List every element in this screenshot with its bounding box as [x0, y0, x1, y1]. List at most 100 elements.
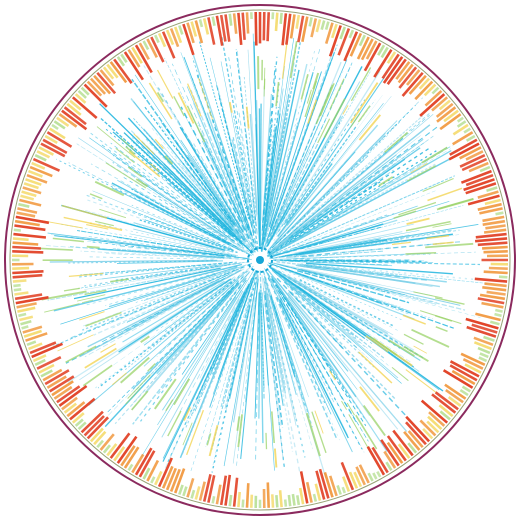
spoke-line [131, 188, 237, 248]
spoke-line [268, 289, 313, 449]
spoke-line [201, 140, 250, 238]
heat-bar [373, 49, 393, 78]
accent-line [307, 99, 318, 124]
heat-bar [479, 165, 491, 173]
heat-bar [324, 22, 334, 44]
heat-bar [467, 194, 500, 206]
spoke-line [67, 279, 230, 383]
heat-bar [120, 445, 136, 467]
heat-bar [435, 102, 454, 118]
heat-bar [485, 224, 506, 230]
heat-bar [463, 178, 495, 192]
heat-bar [367, 472, 374, 482]
accent-line [52, 237, 84, 243]
heat-bar [120, 53, 128, 64]
heat-bar [245, 483, 250, 508]
spoke-line [56, 158, 249, 255]
heat-bar [22, 186, 42, 195]
heat-bar [448, 142, 480, 161]
heat-bar [157, 32, 167, 48]
heat-bar [478, 356, 488, 363]
accent-line [398, 201, 437, 216]
accent-line [185, 409, 205, 456]
spoke-line [180, 106, 255, 248]
accent-line [84, 347, 117, 369]
heat-bar [495, 211, 504, 216]
spoke-line [123, 284, 230, 372]
heat-bar [459, 154, 486, 168]
accent-line [131, 390, 149, 411]
heat-bar [479, 207, 503, 215]
heat-bar [106, 443, 118, 457]
spoke-line [264, 269, 333, 392]
heat-bar [436, 106, 457, 123]
spoke-line [211, 293, 253, 450]
spoke-line [192, 54, 253, 237]
heat-bar [241, 499, 245, 508]
heat-bar [407, 430, 424, 449]
spoke-line [132, 137, 253, 254]
spoke-line [118, 278, 232, 353]
heat-bar [169, 28, 180, 48]
accent-line [165, 399, 174, 412]
spoke-line [261, 73, 281, 236]
spoke-line [300, 268, 461, 306]
accent-line [317, 118, 331, 144]
heat-bar [31, 342, 64, 359]
spoke-line [286, 227, 380, 254]
heat-bar [278, 490, 283, 508]
spoke-line [275, 296, 338, 440]
spoke-line [232, 113, 255, 228]
spoke-line [89, 131, 254, 256]
spoke-line [106, 276, 244, 414]
spoke-line [180, 139, 246, 238]
heat-bar [382, 56, 404, 84]
spoke-line [243, 76, 257, 217]
accent-line [362, 405, 386, 437]
heat-bar [12, 245, 41, 250]
spoke-line [276, 277, 407, 417]
accent-line [432, 223, 452, 228]
heat-bar [142, 40, 150, 51]
spoke-line [82, 269, 235, 331]
heat-bar [405, 421, 427, 446]
accent-line [164, 155, 174, 165]
heat-bar [434, 391, 459, 411]
spoke-line [263, 109, 297, 242]
accent-line [173, 378, 191, 406]
spoke-line [270, 295, 296, 378]
heat-bar [40, 369, 53, 378]
spoke-line [305, 262, 453, 275]
spoke-line [275, 270, 412, 364]
spoke-line [263, 276, 297, 396]
accent-line [182, 422, 193, 446]
accent-line [38, 247, 73, 251]
spoke-line [287, 292, 408, 432]
spoke-line [286, 121, 400, 234]
heat-bar [13, 232, 47, 239]
heat-bar [474, 237, 508, 243]
heat-bar [32, 157, 61, 172]
heat-bar [494, 312, 502, 318]
heat-bar [21, 325, 29, 330]
spoke-line [298, 161, 429, 238]
spoke-line [164, 57, 248, 232]
spoke-line [162, 287, 247, 459]
spoke-line [280, 229, 460, 258]
spoke-line [86, 256, 214, 260]
heat-bar [482, 219, 506, 226]
spoke-line [270, 267, 444, 392]
spoke-line [274, 301, 309, 398]
spoke-line [292, 289, 373, 363]
spoke-line [211, 271, 259, 473]
accent-line [94, 180, 125, 197]
heat-bar [262, 11, 266, 41]
heat-bar [165, 467, 178, 491]
heat-bar [381, 53, 400, 80]
spoke-line [181, 279, 247, 375]
spoke-line [116, 245, 248, 260]
heat-bar [178, 484, 184, 495]
heat-bar [343, 31, 359, 62]
heat-bar [58, 113, 78, 128]
heat-bar [106, 63, 119, 79]
